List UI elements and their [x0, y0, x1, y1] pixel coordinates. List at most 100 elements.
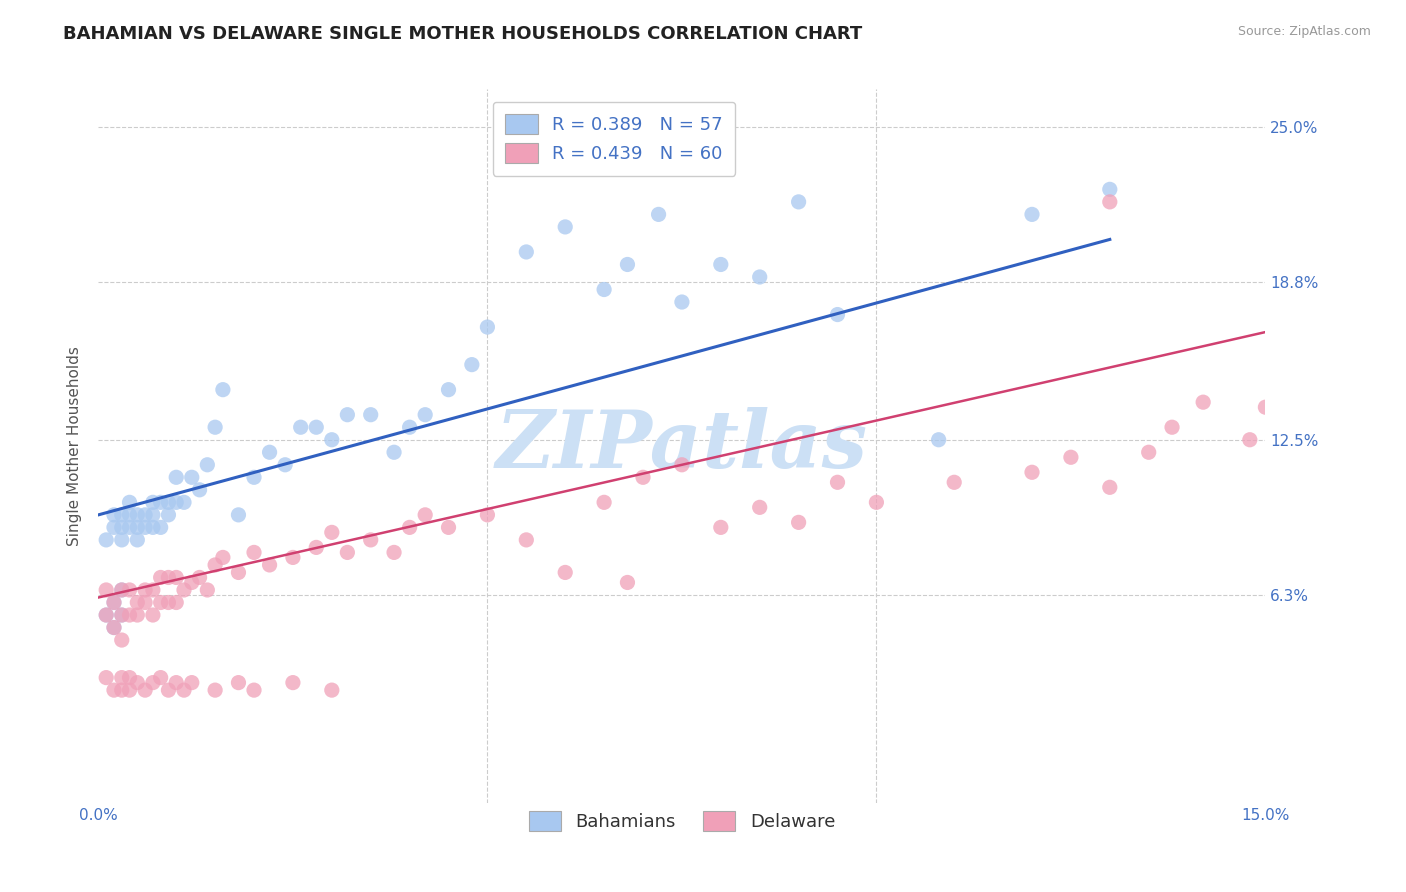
- Point: [134, 508, 156, 522]
- Point: [142, 495, 165, 509]
- Point: [127, 508, 149, 522]
- Point: [149, 570, 172, 584]
- Point: [157, 508, 180, 522]
- Point: [1060, 450, 1083, 465]
- Point: [142, 607, 165, 622]
- Point: [157, 495, 180, 509]
- Point: [1239, 433, 1261, 447]
- Point: [943, 475, 966, 490]
- Point: [111, 671, 134, 685]
- Point: [382, 545, 405, 559]
- Point: [165, 570, 187, 584]
- Point: [111, 520, 134, 534]
- Point: [165, 675, 187, 690]
- Point: [398, 420, 420, 434]
- Point: [188, 483, 211, 497]
- Point: [437, 520, 460, 534]
- Point: [118, 683, 141, 698]
- Point: [103, 508, 125, 522]
- Point: [111, 683, 134, 698]
- Point: [157, 570, 180, 584]
- Point: [195, 582, 218, 597]
- Point: [142, 675, 165, 690]
- Point: [281, 675, 304, 690]
- Point: [274, 458, 297, 472]
- Point: [165, 595, 187, 609]
- Point: [336, 545, 359, 559]
- Point: [96, 607, 118, 622]
- Point: [103, 595, 125, 609]
- Point: [127, 607, 149, 622]
- Point: [204, 420, 226, 434]
- Legend: Bahamians, Delaware: Bahamians, Delaware: [516, 798, 848, 844]
- Point: [165, 495, 187, 509]
- Point: [1098, 480, 1121, 494]
- Point: [321, 525, 343, 540]
- Point: [827, 475, 849, 490]
- Text: ZIPatlas: ZIPatlas: [496, 408, 868, 484]
- Point: [173, 683, 195, 698]
- Point: [413, 508, 436, 522]
- Point: [96, 607, 118, 622]
- Point: [149, 671, 172, 685]
- Point: [134, 595, 156, 609]
- Point: [360, 533, 382, 547]
- Point: [180, 675, 202, 690]
- Point: [290, 420, 312, 434]
- Point: [173, 582, 195, 597]
- Point: [305, 541, 328, 555]
- Point: [281, 550, 304, 565]
- Point: [212, 383, 235, 397]
- Y-axis label: Single Mother Households: Single Mother Households: [67, 346, 83, 546]
- Point: [593, 283, 616, 297]
- Point: [259, 558, 281, 572]
- Point: [111, 607, 134, 622]
- Point: [103, 683, 125, 698]
- Point: [127, 533, 149, 547]
- Point: [103, 621, 125, 635]
- Point: [134, 520, 156, 534]
- Point: [437, 383, 460, 397]
- Point: [321, 683, 343, 698]
- Text: BAHAMIAN VS DELAWARE SINGLE MOTHER HOUSEHOLDS CORRELATION CHART: BAHAMIAN VS DELAWARE SINGLE MOTHER HOUSE…: [63, 25, 862, 43]
- Point: [1098, 182, 1121, 196]
- Point: [515, 244, 537, 259]
- Point: [96, 582, 118, 597]
- Point: [165, 470, 187, 484]
- Point: [515, 533, 537, 547]
- Point: [336, 408, 359, 422]
- Point: [228, 508, 250, 522]
- Point: [195, 458, 218, 472]
- Point: [111, 508, 134, 522]
- Point: [671, 295, 693, 310]
- Point: [710, 520, 733, 534]
- Point: [787, 194, 810, 209]
- Point: [1021, 465, 1043, 479]
- Point: [228, 566, 250, 580]
- Point: [321, 433, 343, 447]
- Point: [647, 207, 669, 221]
- Point: [103, 621, 125, 635]
- Point: [149, 495, 172, 509]
- Point: [127, 675, 149, 690]
- Point: [1021, 207, 1043, 221]
- Point: [305, 420, 328, 434]
- Point: [398, 520, 420, 534]
- Point: [212, 550, 235, 565]
- Point: [118, 671, 141, 685]
- Point: [865, 495, 887, 509]
- Point: [243, 545, 266, 559]
- Point: [96, 671, 118, 685]
- Point: [1137, 445, 1160, 459]
- Point: [259, 445, 281, 459]
- Point: [111, 633, 134, 648]
- Point: [827, 308, 849, 322]
- Text: Source: ZipAtlas.com: Source: ZipAtlas.com: [1237, 25, 1371, 38]
- Point: [554, 219, 576, 234]
- Point: [111, 582, 134, 597]
- Point: [1098, 194, 1121, 209]
- Point: [180, 470, 202, 484]
- Point: [157, 683, 180, 698]
- Point: [118, 520, 141, 534]
- Point: [103, 595, 125, 609]
